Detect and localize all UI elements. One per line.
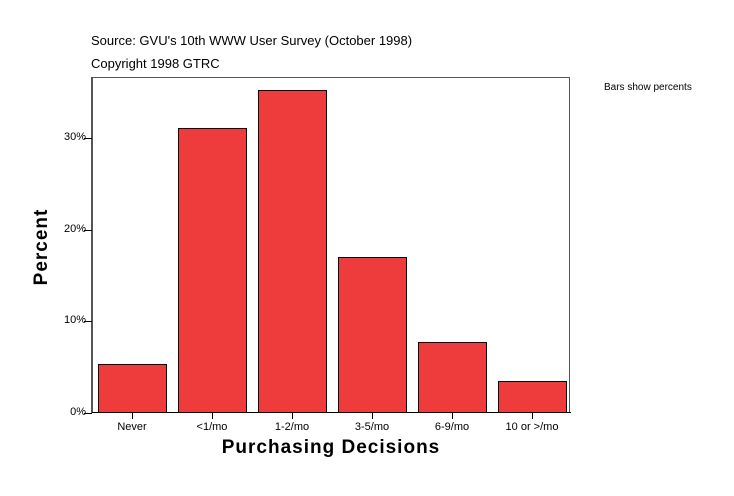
x-tick <box>372 413 373 419</box>
x-tick-label: <1/mo <box>196 421 228 433</box>
x-tick-label: 1-2/mo <box>274 421 310 433</box>
y-tick-label: 10% <box>63 314 86 327</box>
bar <box>177 127 247 413</box>
chart-source: Source: GVU's 10th WWW User Survey (Octo… <box>91 33 413 48</box>
x-axis-title: Purchasing Decisions <box>221 437 441 458</box>
x-tick-label: 3-5/mo <box>354 421 390 433</box>
x-tick-label: Never <box>117 421 147 433</box>
y-tick <box>84 137 92 139</box>
y-tick <box>84 229 92 231</box>
x-tick-label: 6-9/mo <box>434 421 470 433</box>
x-axis <box>92 412 571 413</box>
y-axis <box>91 77 92 414</box>
x-tick <box>292 413 293 419</box>
y-axis-title: Percent <box>31 208 52 286</box>
x-tick <box>132 413 133 419</box>
plot-area <box>92 77 570 413</box>
y-tick-label: 30% <box>63 130 86 143</box>
bar <box>417 342 487 413</box>
bar <box>257 90 327 413</box>
bar <box>497 380 567 413</box>
x-tick <box>452 413 453 419</box>
y-tick-label: 20% <box>63 222 86 235</box>
x-tick <box>212 413 213 419</box>
y-tick <box>84 413 92 414</box>
bar <box>97 364 167 413</box>
y-tick <box>84 321 92 323</box>
y-tick-label: 0% <box>70 406 86 418</box>
chart-annotation: Bars show percents <box>604 82 692 93</box>
x-tick-label: 10 or >/mo <box>505 421 559 433</box>
bar <box>337 257 407 413</box>
x-tick <box>532 413 533 419</box>
chart-copyright: Copyright 1998 GTRC <box>91 56 220 71</box>
